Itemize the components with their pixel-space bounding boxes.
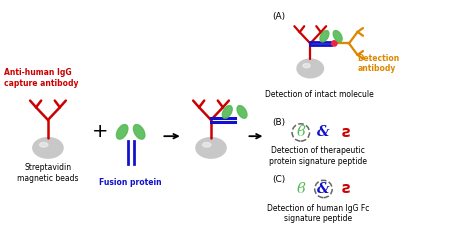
- Ellipse shape: [196, 137, 226, 158]
- Text: +: +: [91, 122, 108, 141]
- Text: Detection
antibody: Detection antibody: [357, 54, 400, 74]
- Text: (A): (A): [273, 12, 285, 21]
- Text: (B): (B): [273, 118, 285, 126]
- Text: ƨ: ƨ: [342, 181, 351, 196]
- Ellipse shape: [333, 31, 342, 42]
- Ellipse shape: [134, 125, 145, 139]
- Ellipse shape: [222, 106, 232, 118]
- Text: Streptavidin
magnetic beads: Streptavidin magnetic beads: [17, 163, 79, 183]
- Text: &: &: [317, 182, 330, 196]
- Text: Detection of human IgG Fc
signature peptide: Detection of human IgG Fc signature pept…: [267, 204, 369, 223]
- Text: Fusion protein: Fusion protein: [100, 178, 162, 187]
- Text: ϐ: ϐ: [296, 182, 305, 196]
- Text: Detection of therapeutic
protein signature peptide: Detection of therapeutic protein signatu…: [269, 146, 367, 166]
- Ellipse shape: [320, 31, 329, 42]
- Text: ƨ: ƨ: [342, 125, 351, 140]
- Ellipse shape: [39, 142, 48, 147]
- Text: (C): (C): [273, 175, 286, 184]
- Text: Anti-human IgG
capture antibody: Anti-human IgG capture antibody: [4, 68, 79, 88]
- Ellipse shape: [202, 142, 211, 147]
- Ellipse shape: [33, 137, 63, 158]
- Ellipse shape: [237, 106, 247, 118]
- Ellipse shape: [297, 59, 323, 78]
- Ellipse shape: [117, 125, 128, 139]
- Text: &: &: [317, 125, 330, 139]
- Ellipse shape: [303, 63, 310, 68]
- Circle shape: [332, 41, 337, 46]
- Text: ϐ: ϐ: [296, 125, 305, 139]
- Text: Detection of intact molecule: Detection of intact molecule: [265, 90, 374, 99]
